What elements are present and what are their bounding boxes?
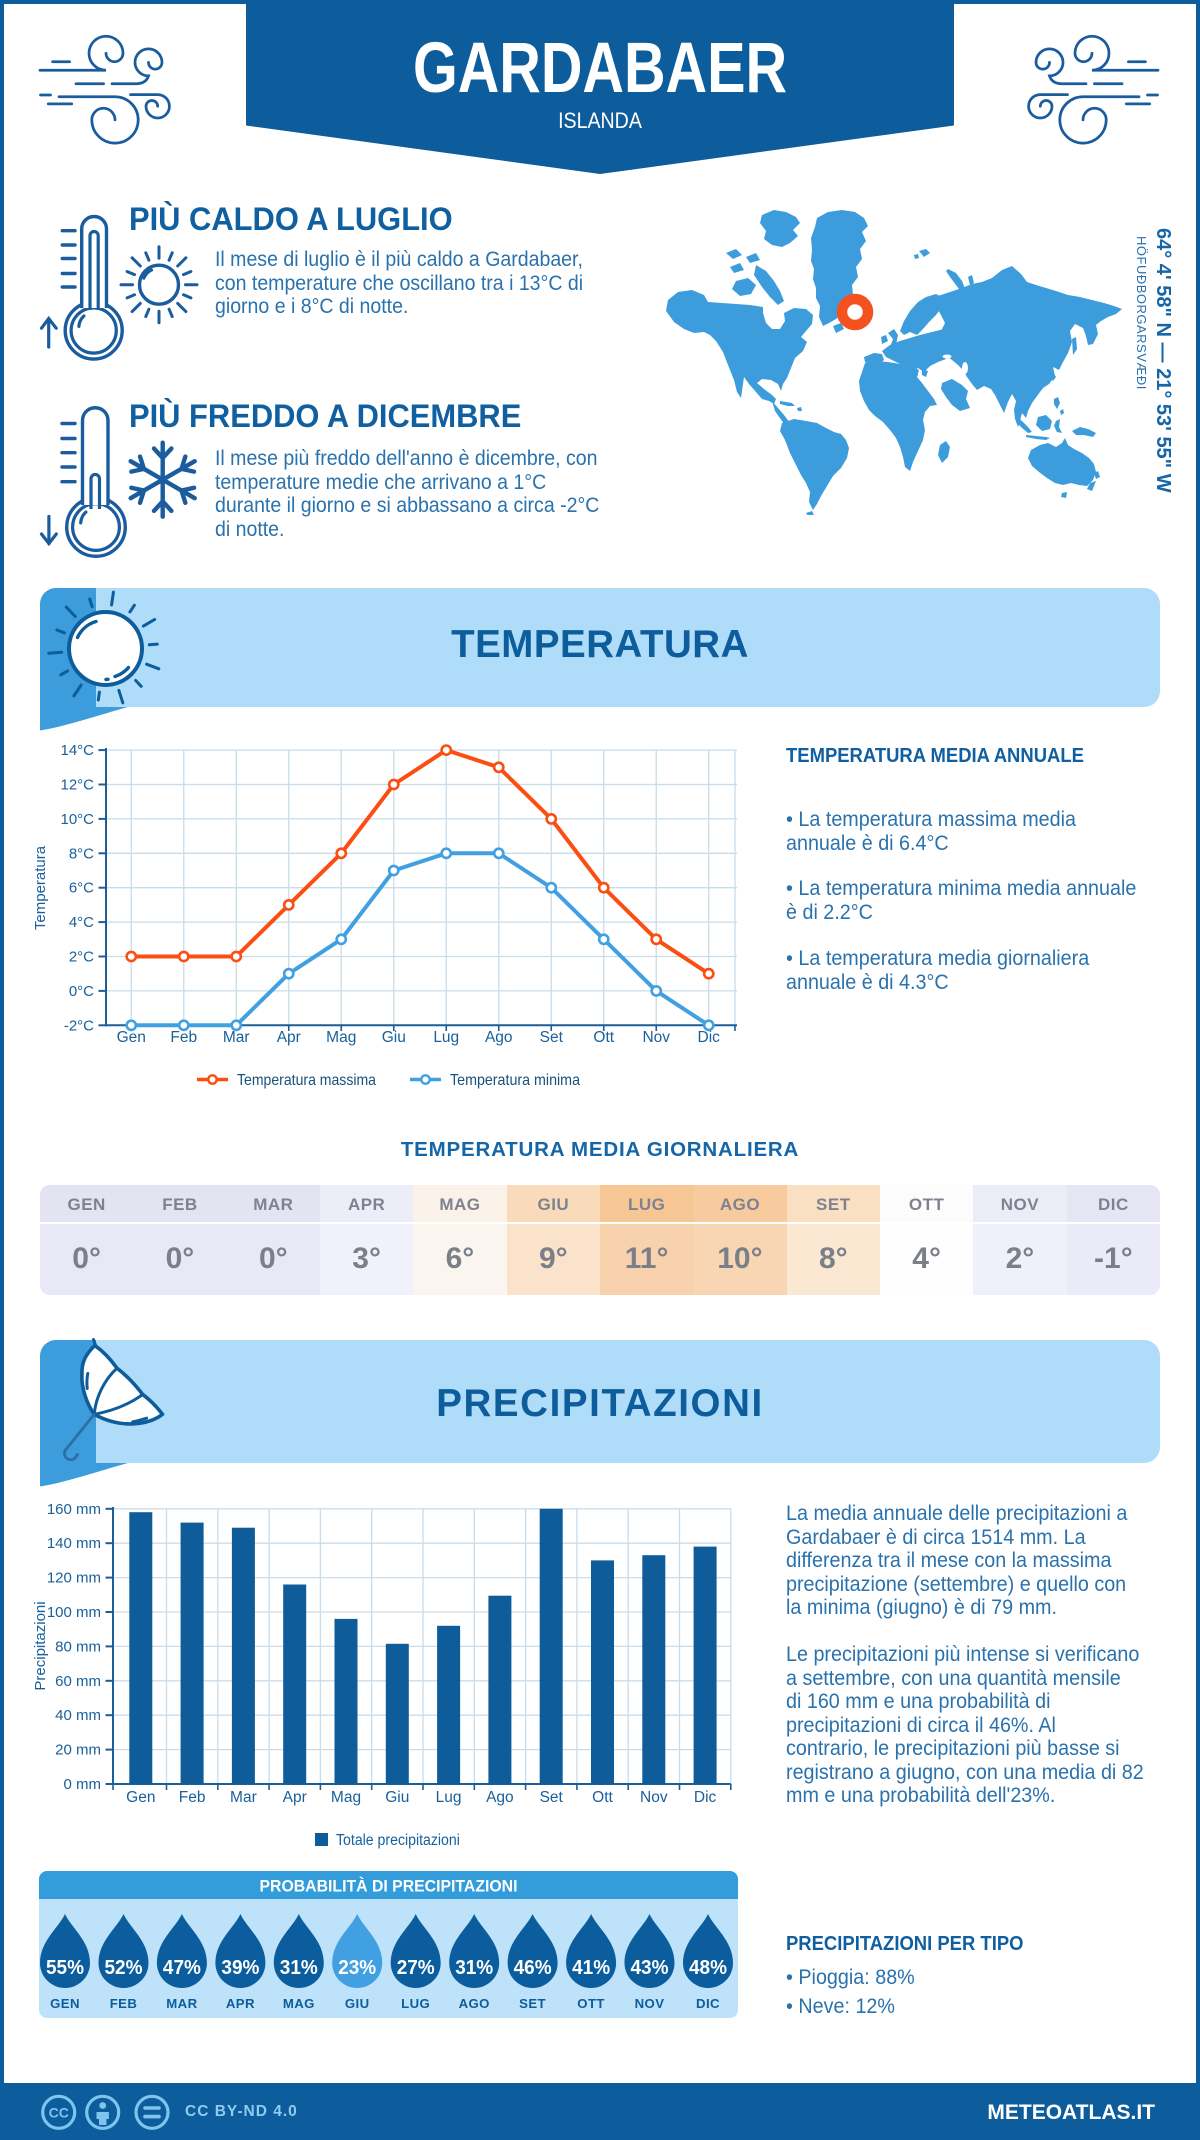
svg-text:27%: 27% xyxy=(397,1956,435,1979)
svg-text:Giu: Giu xyxy=(382,1029,406,1046)
svg-text:10°C: 10°C xyxy=(60,811,94,828)
svg-text:Temperatura: Temperatura xyxy=(32,845,49,930)
svg-text:31%: 31% xyxy=(280,1956,318,1979)
svg-text:2°C: 2°C xyxy=(69,949,94,966)
svg-text:Ago: Ago xyxy=(485,1029,513,1046)
svg-text:Gen: Gen xyxy=(126,1789,155,1806)
svg-text:APR: APR xyxy=(226,1996,255,2011)
svg-text:PROBABILITÀ DI PRECIPITAZIONI: PROBABILITÀ DI PRECIPITAZIONI xyxy=(260,1877,518,1896)
svg-text:Dic: Dic xyxy=(698,1029,721,1046)
svg-text:Ott: Ott xyxy=(592,1789,613,1806)
svg-text:46%: 46% xyxy=(514,1956,552,1979)
svg-text:GIU: GIU xyxy=(345,1996,370,2011)
svg-text:55%: 55% xyxy=(46,1956,84,1979)
svg-text:52%: 52% xyxy=(105,1956,143,1979)
svg-text:Apr: Apr xyxy=(283,1789,307,1806)
svg-text:GEN: GEN xyxy=(50,1996,80,2011)
svg-text:Mar: Mar xyxy=(223,1029,250,1046)
svg-text:0°C: 0°C xyxy=(69,983,94,1000)
svg-text:Mag: Mag xyxy=(326,1029,356,1046)
svg-text:Precipitazioni: Precipitazioni xyxy=(32,1601,49,1690)
svg-text:140 mm: 140 mm xyxy=(47,1535,101,1552)
svg-text:60 mm: 60 mm xyxy=(55,1673,101,1690)
svg-text:Gen: Gen xyxy=(117,1029,146,1046)
svg-text:Feb: Feb xyxy=(170,1029,197,1046)
svg-text:20 mm: 20 mm xyxy=(55,1742,101,1759)
svg-text:43%: 43% xyxy=(631,1956,669,1979)
svg-text:CC: CC xyxy=(49,2104,69,2120)
svg-text:OTT: OTT xyxy=(577,1996,605,2011)
svg-text:23%: 23% xyxy=(338,1956,376,1979)
svg-text:48%: 48% xyxy=(689,1956,727,1979)
svg-text:47%: 47% xyxy=(163,1956,201,1979)
svg-text:Mag: Mag xyxy=(331,1789,361,1806)
svg-text:41%: 41% xyxy=(572,1956,610,1979)
svg-text:4°C: 4°C xyxy=(69,914,94,931)
svg-text:Lug: Lug xyxy=(433,1029,459,1046)
svg-text:MAG: MAG xyxy=(283,1996,315,2011)
svg-text:80 mm: 80 mm xyxy=(55,1638,101,1655)
svg-text:LUG: LUG xyxy=(401,1996,430,2011)
svg-text:12°C: 12°C xyxy=(60,777,94,794)
svg-text:FEB: FEB xyxy=(110,1996,138,2011)
svg-text:39%: 39% xyxy=(221,1956,259,1979)
svg-text:Nov: Nov xyxy=(642,1029,670,1046)
svg-text:Dic: Dic xyxy=(694,1789,717,1806)
svg-text:Giu: Giu xyxy=(385,1789,409,1806)
svg-text:120 mm: 120 mm xyxy=(47,1570,101,1587)
svg-text:6°C: 6°C xyxy=(69,880,94,897)
svg-text:-2°C: -2°C xyxy=(64,1017,94,1034)
svg-text:14°C: 14°C xyxy=(60,742,94,759)
svg-text:100 mm: 100 mm xyxy=(47,1604,101,1621)
svg-text:8°C: 8°C xyxy=(69,845,94,862)
svg-text:160 mm: 160 mm xyxy=(47,1501,101,1518)
svg-text:NOV: NOV xyxy=(635,1996,665,2011)
svg-text:DIC: DIC xyxy=(696,1996,720,2011)
svg-text:Set: Set xyxy=(540,1789,564,1806)
svg-text:Feb: Feb xyxy=(179,1789,206,1806)
svg-text:40 mm: 40 mm xyxy=(55,1707,101,1724)
svg-text:31%: 31% xyxy=(455,1956,493,1979)
svg-text:AGO: AGO xyxy=(459,1996,490,2011)
svg-text:Set: Set xyxy=(540,1029,564,1046)
svg-text:Ago: Ago xyxy=(486,1789,514,1806)
svg-text:Temperatura massima: Temperatura massima xyxy=(237,1072,376,1089)
svg-text:MAR: MAR xyxy=(166,1996,197,2011)
svg-text:SET: SET xyxy=(519,1996,546,2011)
svg-text:Apr: Apr xyxy=(277,1029,301,1046)
svg-text:Temperatura minima: Temperatura minima xyxy=(450,1072,580,1089)
svg-text:Lug: Lug xyxy=(436,1789,462,1806)
svg-text:Ott: Ott xyxy=(593,1029,614,1046)
svg-text:Mar: Mar xyxy=(230,1789,257,1806)
svg-text:0 mm: 0 mm xyxy=(64,1776,102,1793)
svg-text:Nov: Nov xyxy=(640,1789,668,1806)
